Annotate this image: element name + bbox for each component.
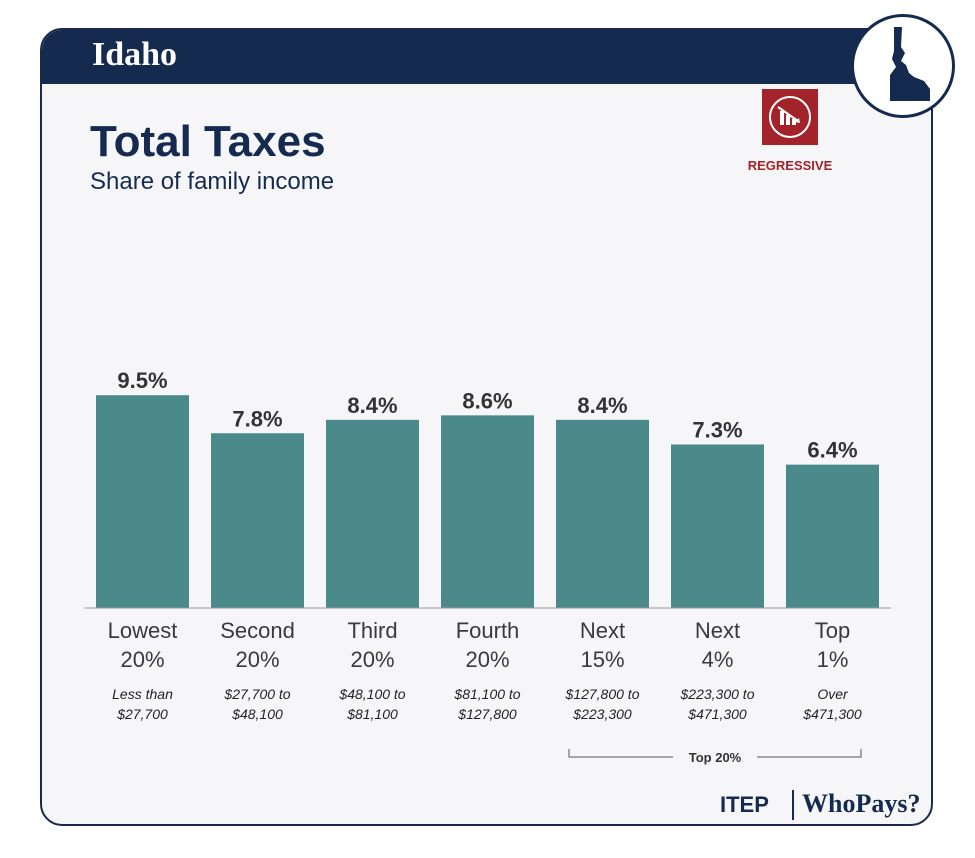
whopays-logo: WhoPays? — [802, 789, 921, 818]
state-name: Idaho — [92, 36, 178, 73]
income-range-label: Less than — [112, 686, 173, 702]
income-range-label: $81,100 — [346, 706, 398, 722]
footer-divider — [792, 790, 794, 820]
bar — [96, 395, 189, 608]
value-label: 8.4% — [347, 393, 397, 418]
itep-logo: ITEP — [720, 792, 769, 817]
bracket-label: Top 20% — [689, 750, 742, 765]
chart-title: Total Taxes — [90, 117, 326, 166]
category-label: 20% — [465, 647, 509, 672]
income-range-label: Over — [817, 686, 849, 702]
bar — [441, 415, 534, 608]
category-label: 20% — [350, 647, 394, 672]
category-label: Top — [815, 618, 850, 643]
category-label: Second — [220, 618, 295, 643]
category-label: 20% — [235, 647, 279, 672]
state-badge — [851, 14, 955, 118]
regressive-label: REGRESSIVE — [747, 158, 833, 173]
idaho-state-outline-icon — [890, 27, 930, 101]
value-label: 7.3% — [692, 417, 742, 442]
value-label: 8.4% — [577, 393, 627, 418]
bar — [326, 419, 419, 608]
header-bar: Idaho — [42, 30, 931, 84]
income-range-label: $127,800 — [457, 706, 517, 722]
income-range-label: $127,800 to — [565, 686, 640, 702]
bracket-right — [757, 749, 862, 758]
income-range-label: $223,300 — [572, 706, 632, 722]
bar — [786, 464, 879, 608]
chart-subtitle: Share of family income — [90, 168, 335, 195]
bar — [556, 419, 649, 608]
income-range-label: $27,700 to — [223, 686, 290, 702]
category-label: 20% — [120, 647, 164, 672]
bar — [211, 433, 304, 608]
income-range-label: $81,100 to — [453, 686, 520, 702]
bar — [671, 444, 764, 608]
value-label: 9.5% — [117, 368, 167, 393]
category-label: 1% — [817, 647, 849, 672]
category-label: Lowest — [108, 618, 178, 643]
category-label: 15% — [580, 647, 624, 672]
income-range-label: $471,300 — [802, 706, 862, 722]
category-label: Next — [695, 618, 740, 643]
declining-bars-icon — [762, 89, 818, 145]
category-label: Next — [580, 618, 625, 643]
income-range-label: $27,700 — [116, 706, 168, 722]
income-range-label: $471,300 — [687, 706, 747, 722]
category-label: 4% — [702, 647, 734, 672]
income-range-label: $223,300 to — [680, 686, 755, 702]
income-range-label: $48,100 — [231, 706, 283, 722]
value-label: 6.4% — [807, 438, 857, 463]
value-label: 7.8% — [232, 406, 282, 431]
value-label: 8.6% — [462, 388, 512, 413]
bracket-left — [568, 749, 673, 758]
income-range-label: $48,100 to — [338, 686, 405, 702]
category-label: Fourth — [456, 618, 520, 643]
category-label: Third — [347, 618, 397, 643]
